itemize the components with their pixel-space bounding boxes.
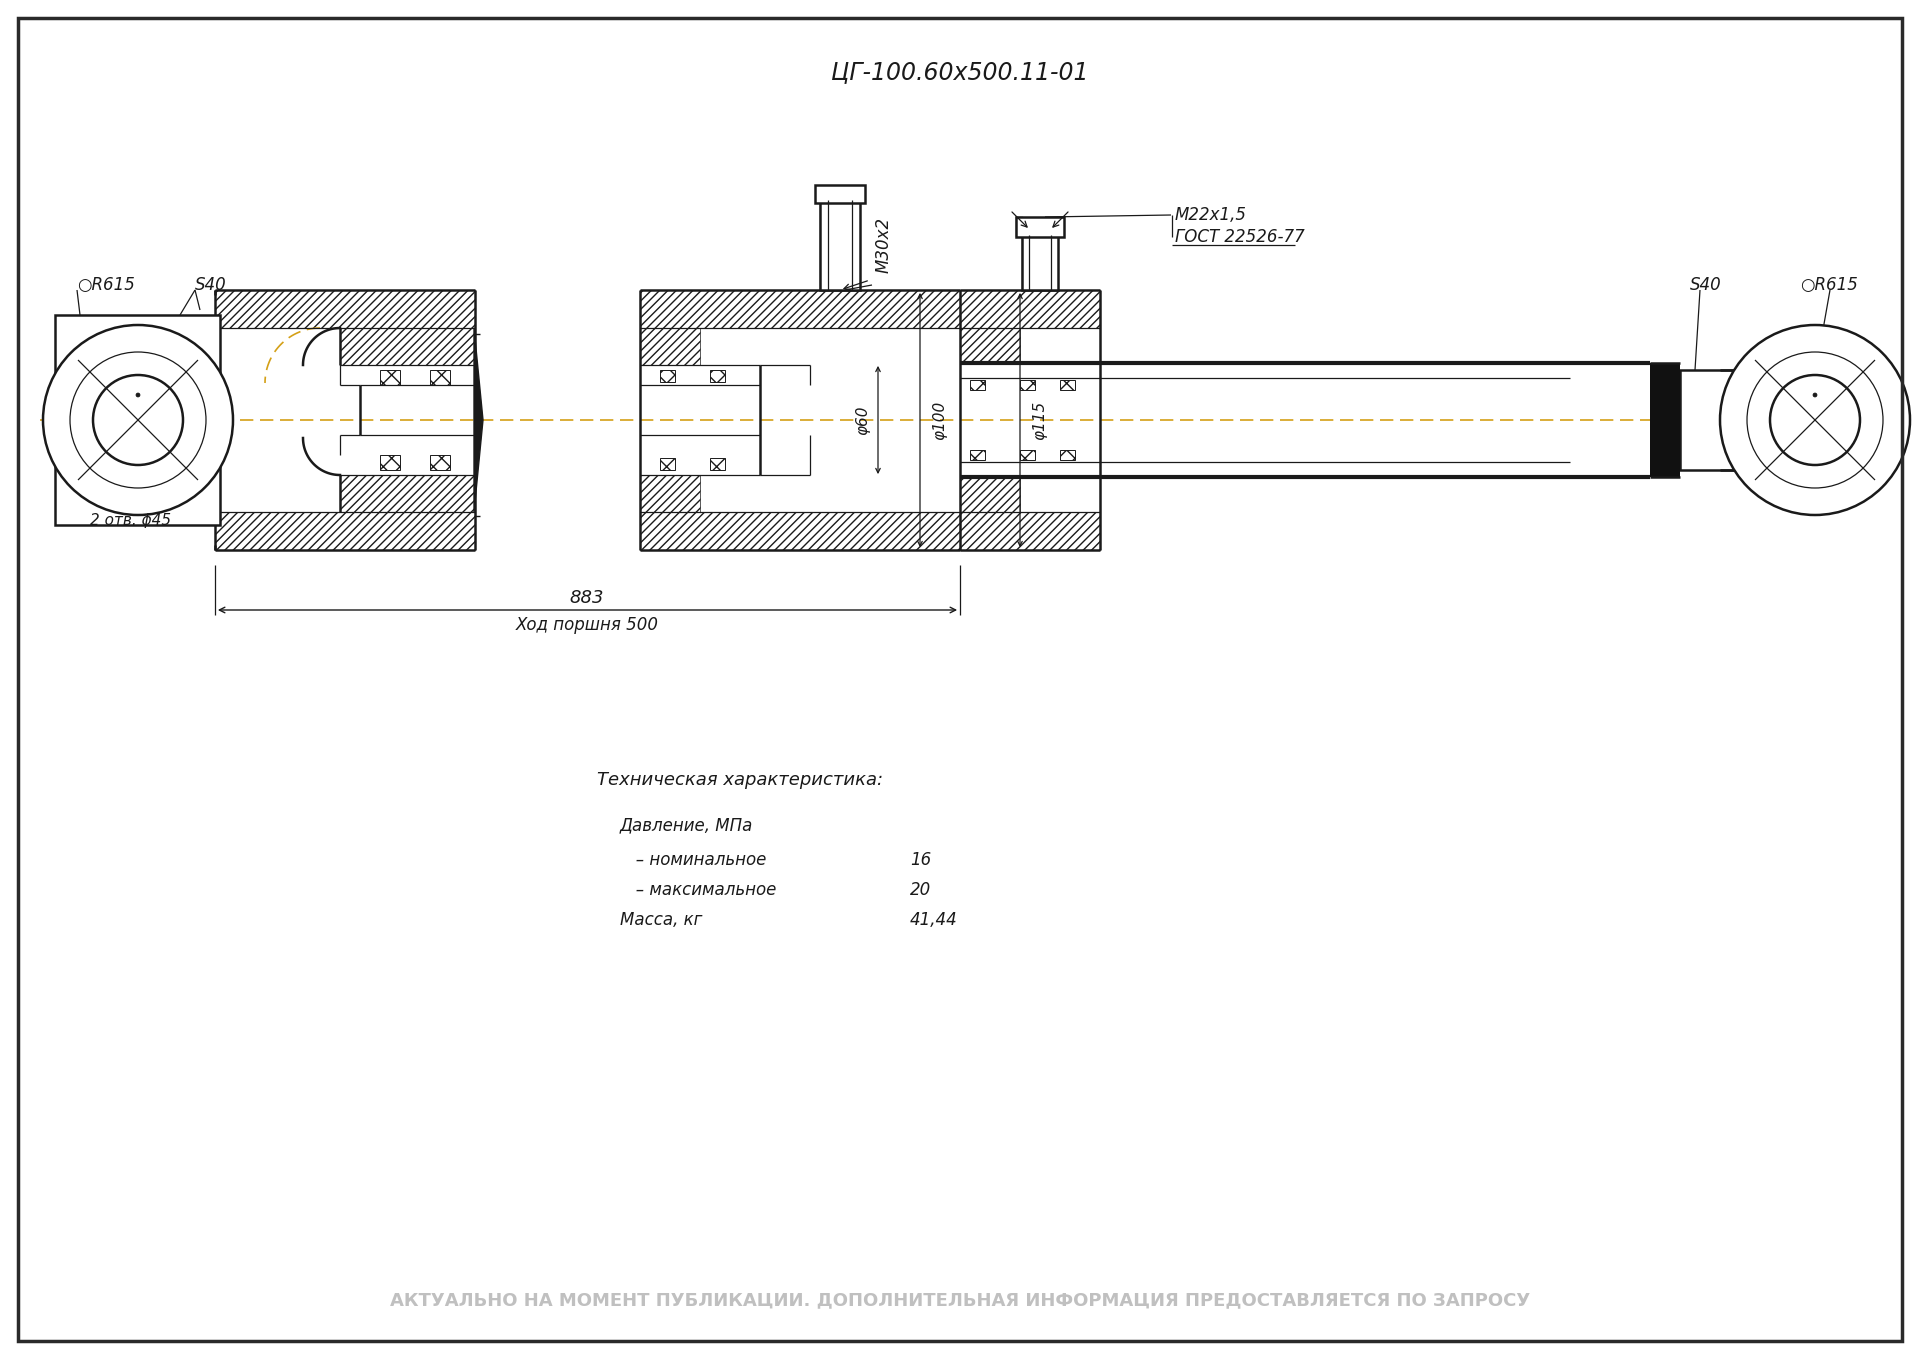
- Circle shape: [1720, 325, 1910, 515]
- Circle shape: [42, 325, 232, 515]
- Circle shape: [1812, 393, 1816, 397]
- Bar: [1021, 235, 1058, 289]
- Bar: [852, 200, 860, 289]
- Text: 2 отв. ϕ45: 2 отв. ϕ45: [90, 512, 171, 527]
- Circle shape: [69, 352, 205, 488]
- Circle shape: [1747, 352, 1884, 488]
- Bar: [1016, 217, 1023, 236]
- Bar: [340, 328, 474, 366]
- Text: ○R615: ○R615: [77, 276, 134, 294]
- Bar: [430, 455, 449, 470]
- Bar: [1020, 450, 1035, 459]
- Bar: [710, 458, 726, 470]
- Bar: [1020, 381, 1035, 390]
- Text: 41,44: 41,44: [910, 911, 958, 930]
- Text: – максимальное: – максимальное: [620, 881, 776, 900]
- Bar: [56, 315, 221, 525]
- Bar: [1016, 217, 1064, 236]
- Text: S40: S40: [1690, 276, 1722, 294]
- Text: – номинальное: – номинальное: [620, 851, 766, 868]
- Bar: [1058, 217, 1064, 236]
- Bar: [430, 370, 449, 385]
- Text: φ60: φ60: [854, 405, 870, 435]
- Polygon shape: [474, 328, 484, 512]
- Text: М30х2: М30х2: [876, 217, 893, 273]
- Bar: [710, 370, 726, 382]
- Text: М22х1,5: М22х1,5: [1175, 207, 1246, 224]
- Circle shape: [1770, 375, 1860, 465]
- Text: Масса, кг: Масса, кг: [620, 911, 703, 930]
- Bar: [380, 455, 399, 470]
- Bar: [970, 450, 985, 459]
- Bar: [380, 370, 399, 385]
- Bar: [820, 200, 860, 289]
- Bar: [1060, 450, 1075, 459]
- Bar: [960, 328, 1020, 363]
- Bar: [639, 289, 960, 328]
- Text: ГОСТ 22526-77: ГОСТ 22526-77: [1175, 228, 1306, 246]
- Text: ЦГ-100.60х500.11-01: ЦГ-100.60х500.11-01: [831, 60, 1089, 84]
- Text: Техническая характеристика:: Техническая характеристика:: [597, 771, 883, 790]
- Text: АКТУАЛЬНО НА МОМЕНТ ПУБЛИКАЦИИ. ДОПОЛНИТЕЛЬНАЯ ИНФОРМАЦИЯ ПРЕДОСТАВЛЯЕТСЯ ПО ЗАП: АКТУАЛЬНО НА МОМЕНТ ПУБЛИКАЦИИ. ДОПОЛНИТ…: [390, 1291, 1530, 1309]
- Bar: [1021, 235, 1029, 289]
- Text: 16: 16: [910, 851, 931, 868]
- Bar: [960, 477, 1020, 512]
- Bar: [660, 458, 676, 470]
- Bar: [960, 289, 1100, 328]
- Bar: [215, 512, 474, 550]
- Text: φ115: φ115: [1033, 401, 1046, 439]
- Bar: [1680, 370, 1740, 470]
- Text: ○R615: ○R615: [1801, 276, 1859, 294]
- Text: S40: S40: [196, 276, 227, 294]
- Text: Ход поршня 500: Ход поршня 500: [515, 616, 659, 635]
- Bar: [1060, 381, 1075, 390]
- Bar: [639, 328, 701, 366]
- Bar: [340, 476, 474, 512]
- Bar: [1050, 235, 1058, 289]
- Text: 20: 20: [910, 881, 931, 900]
- Text: Давление, МПа: Давление, МПа: [620, 815, 753, 834]
- Bar: [960, 512, 1100, 550]
- Circle shape: [136, 393, 140, 397]
- Bar: [660, 370, 676, 382]
- Bar: [1649, 363, 1680, 477]
- Bar: [639, 476, 701, 512]
- Bar: [970, 381, 985, 390]
- Text: φ100: φ100: [931, 401, 947, 439]
- Bar: [215, 289, 474, 328]
- Bar: [814, 185, 866, 202]
- Text: 883: 883: [570, 588, 605, 607]
- Bar: [639, 512, 960, 550]
- Circle shape: [92, 375, 182, 465]
- Bar: [820, 200, 828, 289]
